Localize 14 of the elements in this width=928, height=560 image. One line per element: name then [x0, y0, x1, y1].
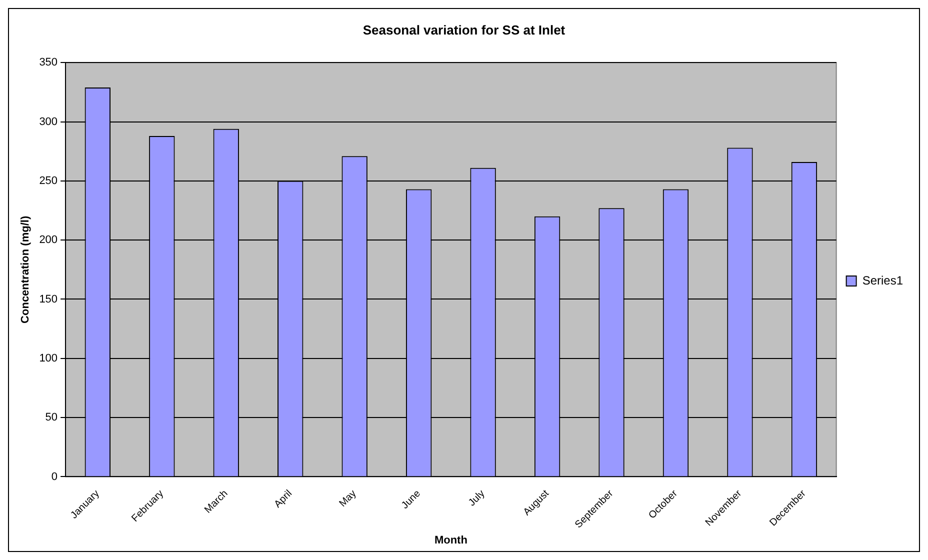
legend-label: Series1	[862, 273, 904, 288]
y-tick-label: 100	[39, 352, 58, 364]
x-tick-label: July	[466, 488, 488, 509]
y-tick-label: 50	[45, 412, 58, 424]
y-tick-label: 200	[39, 234, 58, 246]
y-tick-label: 350	[39, 56, 58, 69]
x-axis-title: Month	[434, 534, 468, 546]
y-axis-title: Concentration (mg/l)	[20, 216, 32, 324]
y-tick-label: 250	[39, 174, 58, 187]
chart-title: Seasonal variation for SS at Inlet	[362, 22, 566, 38]
y-tick-label: 300	[39, 116, 58, 128]
x-tick-label: May	[338, 488, 359, 510]
y-tick-label: 150	[39, 293, 58, 306]
y-tick-label: 0	[51, 470, 58, 483]
